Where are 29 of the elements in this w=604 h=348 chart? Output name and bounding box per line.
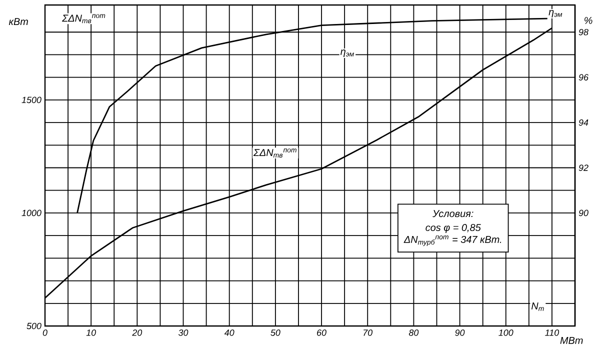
x-tick-label: 10 — [86, 330, 96, 336]
y2-axis-title: % — [584, 16, 592, 24]
x-tick-label: 110 — [545, 330, 560, 336]
y2-tick-label: 96 — [578, 74, 588, 81]
y-axis-title: кВт — [8, 18, 28, 25]
x-axis-title: МВт — [560, 337, 583, 344]
annotation: N$_{т}$ — [531, 302, 544, 311]
annotation: Условия: — [432, 210, 474, 218]
x-tick-label: 30 — [178, 330, 188, 336]
x-tick-label: 20 — [132, 330, 142, 336]
x-tick-label: 70 — [364, 330, 373, 336]
x-tick-label: 80 — [408, 330, 419, 336]
x-tick-label: 50 — [270, 330, 280, 336]
y2-tick-label: 98 — [578, 28, 588, 36]
x-tick-label: 0 — [42, 330, 48, 336]
x-tick-label: 60 — [317, 330, 326, 336]
y2-tick-label: 92 — [578, 164, 588, 171]
x-tick-label: 40 — [224, 330, 234, 336]
x-tick-label: 90 — [455, 330, 465, 336]
y2-tick-label: 94 — [578, 119, 588, 126]
series-label: η$_{эм}$ — [548, 10, 562, 18]
y-tick-label: 1500 — [22, 96, 42, 104]
y-tick-label: 500 — [26, 322, 42, 330]
x-tick-label: 100 — [498, 330, 514, 336]
annotation: ΔN$_{турб}$$^{пот}$ = 347 кВт. — [404, 236, 502, 246]
annotation: cos φ = 0,85 — [426, 224, 481, 234]
y2-tick-label: 90 — [578, 210, 588, 216]
y-tick-label: 1000 — [22, 210, 42, 216]
annotation: η$_{эм}$ — [340, 50, 354, 57]
